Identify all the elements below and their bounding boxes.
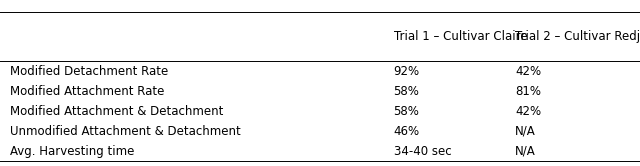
Text: Modified Attachment & Detachment: Modified Attachment & Detachment [10, 105, 223, 118]
Text: Trial 1 – Cultivar Claire: Trial 1 – Cultivar Claire [394, 30, 527, 43]
Text: 42%: 42% [515, 105, 541, 118]
Text: Unmodified Attachment & Detachment: Unmodified Attachment & Detachment [10, 125, 241, 138]
Text: 58%: 58% [394, 105, 419, 118]
Text: 92%: 92% [394, 65, 420, 78]
Text: 81%: 81% [515, 85, 541, 98]
Text: 58%: 58% [394, 85, 419, 98]
Text: Modified Detachment Rate: Modified Detachment Rate [10, 65, 168, 78]
Text: N/A: N/A [515, 125, 536, 138]
Text: 42%: 42% [515, 65, 541, 78]
Text: N/A: N/A [515, 145, 536, 158]
Text: Trial 2 – Cultivar Redject: Trial 2 – Cultivar Redject [515, 30, 640, 43]
Text: 46%: 46% [394, 125, 420, 138]
Text: 34-40 sec: 34-40 sec [394, 145, 451, 158]
Text: Avg. Harvesting time: Avg. Harvesting time [10, 145, 134, 158]
Text: Modified Attachment Rate: Modified Attachment Rate [10, 85, 164, 98]
